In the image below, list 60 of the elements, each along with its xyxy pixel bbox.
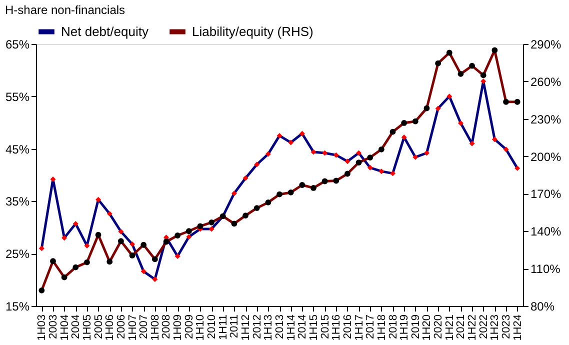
chart-title: H-share non-financials bbox=[4, 3, 126, 17]
x-tick-label: 2006 bbox=[115, 314, 128, 339]
x-tick-label: 1H05 bbox=[81, 314, 94, 341]
x-tick-label: 2021 bbox=[455, 314, 468, 339]
x-tick-label: 1H08 bbox=[149, 314, 162, 341]
x-tick-label: 1H23 bbox=[489, 314, 502, 341]
x-tick-label: 1H21 bbox=[444, 314, 456, 341]
y-tick-label: 35% bbox=[5, 194, 30, 209]
x-tick-label: 2016 bbox=[342, 314, 354, 339]
x-tick-label: 2023 bbox=[500, 314, 513, 339]
x-tick-label: 2005 bbox=[92, 314, 105, 339]
x-tick-label: 2007 bbox=[138, 314, 150, 339]
y-tick-label: 65% bbox=[5, 38, 30, 52]
legend-label: Liability/equity (RHS) bbox=[192, 24, 314, 39]
x-tick-label: 2015 bbox=[319, 314, 332, 339]
x-tick-label: 1H16 bbox=[330, 314, 343, 341]
x-tick-label: 1H09 bbox=[172, 314, 184, 341]
x-tick-label: 2018 bbox=[387, 314, 400, 339]
x-tick-label: 1H12 bbox=[240, 314, 252, 341]
x-tick-label: 2009 bbox=[183, 314, 196, 339]
x-tick-label: 1H14 bbox=[285, 314, 298, 341]
x-tick-label: 1H04 bbox=[58, 314, 71, 341]
x-tick-label: 2003 bbox=[47, 314, 60, 339]
x-tick-label: 2020 bbox=[432, 314, 445, 339]
y2-tick-label: 290% bbox=[530, 38, 562, 52]
x-tick-label: 1H15 bbox=[308, 314, 320, 341]
y-tick-label: 25% bbox=[5, 247, 30, 262]
y2-tick-label: 110% bbox=[530, 262, 561, 276]
legend-label: Net debt/equity bbox=[61, 24, 149, 39]
y2-tick-label: 230% bbox=[530, 112, 562, 126]
x-tick-label: 2019 bbox=[410, 314, 422, 339]
x-tick-label: 1H20 bbox=[421, 314, 434, 341]
y-tick-label: 55% bbox=[5, 90, 30, 104]
y-tick-label: 15% bbox=[5, 300, 30, 314]
y2-tick-label: 170% bbox=[530, 187, 562, 202]
x-tick-label: 1H10 bbox=[194, 314, 207, 341]
x-tick-label: 1H18 bbox=[376, 314, 388, 341]
x-tick-label: 1H24 bbox=[512, 314, 524, 341]
x-tick-label: 2022 bbox=[478, 314, 490, 339]
y2-tick-label: 200% bbox=[530, 150, 562, 164]
y2-tick-label: 260% bbox=[530, 74, 562, 89]
x-tick-label: 2011 bbox=[228, 314, 241, 338]
x-tick-label: 1H06 bbox=[104, 314, 116, 341]
x-tick-label: 2013 bbox=[274, 314, 286, 339]
y2-tick-label: 140% bbox=[530, 224, 562, 239]
y2-tick-label: 80% bbox=[530, 300, 555, 314]
x-tick-label: 1H19 bbox=[398, 314, 411, 341]
x-tick-label: 2017 bbox=[364, 314, 377, 339]
x-tick-label: 2008 bbox=[160, 314, 173, 339]
x-tick-label: 1H03 bbox=[36, 314, 48, 341]
x-tick-label: 1H22 bbox=[466, 314, 479, 341]
x-tick-label: 2014 bbox=[296, 314, 309, 339]
x-tick-label: 1H11 bbox=[217, 314, 230, 340]
x-tick-label: 1H17 bbox=[353, 314, 366, 341]
x-tick-label: 1H13 bbox=[262, 314, 275, 341]
x-tick-label: 2012 bbox=[251, 314, 264, 339]
x-tick-label: 2004 bbox=[70, 314, 82, 339]
x-tick-label: 1H07 bbox=[126, 314, 139, 341]
y-tick-label: 45% bbox=[5, 142, 30, 156]
x-tick-label: 2010 bbox=[206, 314, 218, 339]
